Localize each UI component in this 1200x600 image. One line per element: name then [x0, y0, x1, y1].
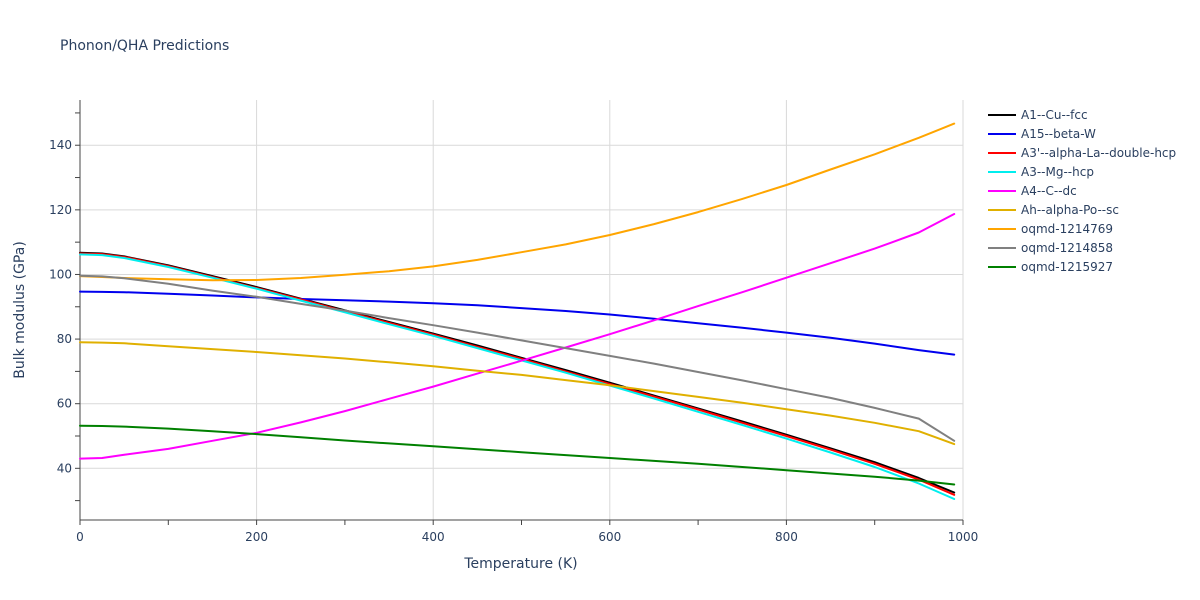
x-tick-label: 200 — [245, 530, 268, 544]
series-line — [79, 213, 956, 460]
series-line — [79, 424, 956, 486]
x-axis-title: Temperature (K) — [463, 556, 577, 572]
legend-label: A3'--alpha-La--double-hcp — [1021, 146, 1176, 160]
legend-item[interactable]: oqmd-1214858 — [988, 241, 1113, 255]
legend-label: A15--beta-W — [1021, 127, 1096, 141]
legend-label: oqmd-1215927 — [1021, 260, 1113, 274]
axes: 0 200 400 600 800 1000 40 60 80 100 120 140 — [49, 100, 978, 544]
legend-item[interactable]: A3--Mg--hcp — [988, 165, 1094, 179]
x-tick-label: 600 — [598, 530, 621, 544]
series-line — [79, 290, 956, 356]
y-tick-label: 80 — [57, 332, 72, 346]
legend-label: oqmd-1214769 — [1021, 222, 1113, 236]
legend-label: A4--C--dc — [1021, 184, 1077, 198]
legend-item[interactable]: A15--beta-W — [988, 127, 1096, 141]
legend-label: A3--Mg--hcp — [1021, 165, 1094, 179]
y-tick-label: 40 — [57, 461, 72, 475]
legend-item[interactable]: Ah--alpha-Po--sc — [988, 203, 1119, 217]
legend-item[interactable]: A1--Cu--fcc — [988, 108, 1088, 122]
series-line — [79, 341, 956, 446]
legend-item[interactable]: A4--C--dc — [988, 184, 1077, 198]
x-tick-label: 0 — [76, 530, 84, 544]
legend-item[interactable]: oqmd-1215927 — [988, 260, 1113, 274]
y-axis-title: Bulk modulus (GPa) — [12, 241, 28, 379]
y-tick-label: 60 — [57, 397, 72, 411]
legend-label: A1--Cu--fcc — [1021, 108, 1088, 122]
plot-area — [79, 122, 956, 500]
y-tick-label: 100 — [49, 267, 72, 281]
legend-label: Ah--alpha-Po--sc — [1021, 203, 1119, 217]
series-line — [79, 122, 956, 282]
legend-label: oqmd-1214858 — [1021, 241, 1113, 255]
legend-item[interactable]: A3'--alpha-La--double-hcp — [988, 146, 1176, 160]
grid — [80, 100, 964, 520]
chart-title: Phonon/QHA Predictions — [60, 38, 229, 54]
x-tick-label: 1000 — [948, 530, 979, 544]
legend[interactable]: A1--Cu--fcc A15--beta-W A3'--alpha-La--dou… — [988, 108, 1176, 274]
x-tick-label: 400 — [422, 530, 445, 544]
x-tick-label: 800 — [775, 530, 798, 544]
series-line — [79, 253, 956, 500]
series-line — [79, 274, 956, 442]
series-line — [79, 251, 956, 494]
y-tick-label: 120 — [49, 203, 72, 217]
legend-item[interactable]: oqmd-1214769 — [988, 222, 1113, 236]
y-tick-label: 140 — [49, 138, 72, 152]
